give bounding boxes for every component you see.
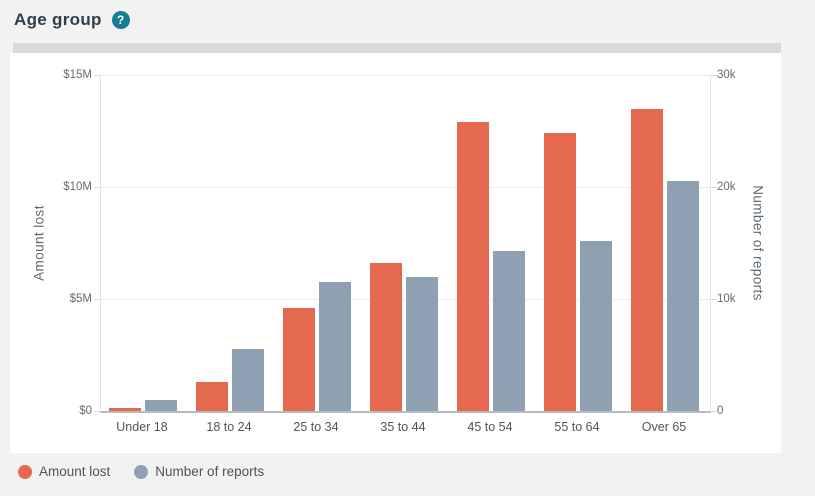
gridline bbox=[101, 299, 710, 300]
bar-amount-lost-55-to-64[interactable] bbox=[544, 133, 576, 411]
left-axis-tick-label: $10M bbox=[63, 181, 92, 193]
bar-reports-18-to-24[interactable] bbox=[232, 349, 264, 411]
left-axis-tick-label: $5M bbox=[69, 293, 92, 305]
legend-dot-number-of-reports bbox=[134, 464, 149, 479]
bar-amount-lost-over-65[interactable] bbox=[631, 108, 663, 411]
x-axis-label-25-to-34: 25 to 34 bbox=[293, 420, 339, 434]
right-axis-tick-label: 0 bbox=[717, 405, 724, 417]
legend-label-number-of-reports: Number of reports bbox=[155, 464, 265, 479]
right-axis-tick bbox=[711, 75, 717, 76]
left-axis-tick bbox=[94, 187, 100, 188]
left-axis-title: Amount lost bbox=[31, 205, 47, 281]
right-axis-tick bbox=[711, 187, 717, 188]
bar-amount-lost-45-to-54[interactable] bbox=[457, 122, 489, 411]
page-title-text: Age group bbox=[14, 10, 102, 29]
right-axis-title: Number of reports bbox=[750, 185, 766, 301]
legend: Amount lost Number of reports bbox=[18, 464, 264, 479]
gridline bbox=[101, 187, 710, 188]
bar-reports-35-to-44[interactable] bbox=[406, 276, 438, 411]
gridline bbox=[101, 75, 710, 76]
legend-item-amount-lost[interactable]: Amount lost bbox=[18, 464, 110, 479]
bar-reports-45-to-54[interactable] bbox=[493, 250, 525, 411]
right-axis-tick bbox=[711, 411, 717, 412]
page-title: Age group ? bbox=[14, 10, 130, 30]
bar-reports-25-to-34[interactable] bbox=[319, 282, 351, 411]
bar-amount-lost-under-18[interactable] bbox=[109, 407, 141, 411]
bar-reports-55-to-64[interactable] bbox=[580, 240, 612, 411]
legend-item-number-of-reports[interactable]: Number of reports bbox=[134, 464, 264, 479]
right-axis-tick-label: 10k bbox=[717, 293, 736, 305]
horizontal-scrollbar[interactable] bbox=[13, 43, 781, 53]
legend-label-amount-lost: Amount lost bbox=[39, 464, 111, 479]
help-icon[interactable]: ? bbox=[111, 11, 130, 29]
right-axis-tick-label: 30k bbox=[717, 69, 736, 81]
left-axis-tick bbox=[94, 299, 100, 300]
bar-reports-over-65[interactable] bbox=[667, 181, 699, 411]
x-axis-label-under-18: Under 18 bbox=[116, 420, 168, 434]
plot-area bbox=[94, 75, 717, 413]
x-axis-label-over-65: Over 65 bbox=[641, 420, 687, 434]
left-axis-tick-label: $0 bbox=[79, 405, 92, 417]
x-axis-label-18-to-24: 18 to 24 bbox=[206, 420, 252, 434]
right-axis-tick bbox=[711, 299, 717, 300]
bar-amount-lost-35-to-44[interactable] bbox=[370, 263, 402, 411]
left-axis-tick-label: $15M bbox=[63, 69, 92, 81]
left-axis-tick bbox=[94, 411, 100, 412]
x-axis-label-45-to-54: 45 to 54 bbox=[467, 420, 513, 434]
bar-reports-under-18[interactable] bbox=[145, 399, 177, 411]
bar-amount-lost-25-to-34[interactable] bbox=[283, 307, 315, 411]
legend-dot-amount-lost bbox=[18, 464, 32, 479]
x-axis-label-55-to-64: 55 to 64 bbox=[554, 420, 600, 434]
left-axis-tick bbox=[94, 75, 100, 76]
bar-amount-lost-18-to-24[interactable] bbox=[196, 381, 228, 411]
right-axis-tick-label: 20k bbox=[717, 181, 736, 193]
x-axis-label-35-to-44: 35 to 44 bbox=[380, 420, 426, 434]
